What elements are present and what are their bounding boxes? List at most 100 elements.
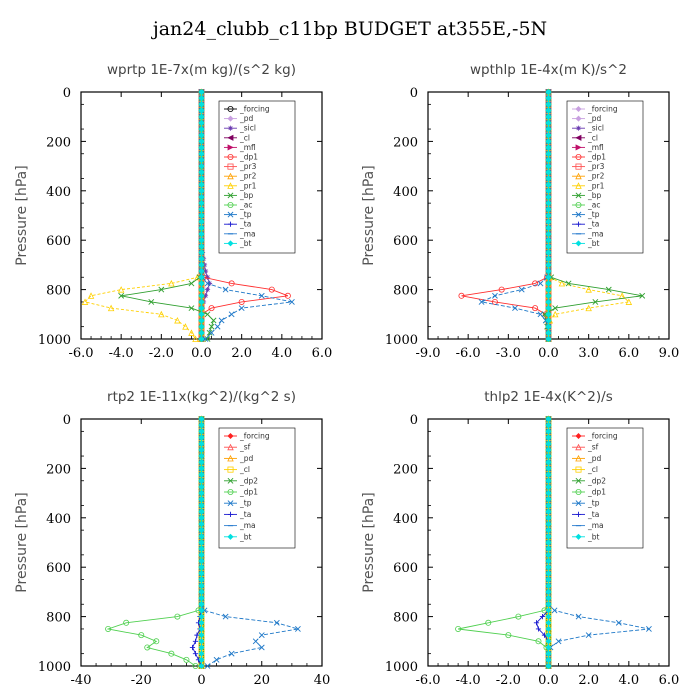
x-tick-label: -40 xyxy=(71,673,92,688)
data-point xyxy=(198,298,205,305)
data-point xyxy=(198,88,205,96)
y-axis-label: Pressure [hPa] xyxy=(14,165,30,265)
data-point xyxy=(198,156,205,163)
y-tick-label: 600 xyxy=(393,234,418,249)
data-point xyxy=(198,261,205,268)
legend-marker xyxy=(575,211,582,218)
data-point xyxy=(238,298,245,305)
y-tick-label: 600 xyxy=(46,234,71,249)
data-point xyxy=(545,539,552,546)
data-point xyxy=(208,305,215,312)
legend-label: _dp2 xyxy=(239,476,258,485)
data-point xyxy=(645,626,652,632)
data-point xyxy=(198,527,205,534)
data-point xyxy=(455,625,462,632)
data-point xyxy=(192,638,199,644)
data-point xyxy=(545,459,552,466)
data-point xyxy=(545,477,552,484)
data-point xyxy=(198,200,205,207)
data-point xyxy=(198,601,205,608)
legend-label: _forcing xyxy=(587,432,618,441)
data-point xyxy=(198,595,205,602)
data-point xyxy=(545,576,552,583)
legend-box xyxy=(218,100,296,254)
legend-label: _tp xyxy=(239,210,252,219)
x-tick-label: -4.0 xyxy=(456,673,481,688)
data-point xyxy=(198,471,205,478)
data-point xyxy=(202,336,209,342)
legend-label: _dp1 xyxy=(239,153,258,162)
legend-label: _dp1 xyxy=(587,153,606,162)
data-point xyxy=(198,187,205,194)
data-point xyxy=(204,336,211,342)
legend-label: _pd xyxy=(239,454,254,463)
data-point xyxy=(198,126,205,133)
data-point xyxy=(545,564,552,571)
data-point xyxy=(198,428,205,435)
data-point xyxy=(204,274,211,280)
y-tick-label: 200 xyxy=(46,462,71,477)
data-point xyxy=(198,119,205,126)
legend-label: _tp xyxy=(239,499,252,508)
data-point xyxy=(158,286,165,293)
data-point xyxy=(153,638,160,645)
data-point xyxy=(144,644,151,651)
y-tick-label: 200 xyxy=(393,135,418,150)
y-tick-label: 400 xyxy=(46,185,71,200)
x-tick-label: 2.0 xyxy=(578,673,599,688)
data-point xyxy=(198,607,205,614)
data-point xyxy=(198,212,205,219)
x-tick-label: 3.0 xyxy=(578,346,599,361)
x-tick-label: 4.0 xyxy=(618,673,639,688)
data-point xyxy=(198,274,205,281)
data-point xyxy=(545,490,552,497)
data-point xyxy=(198,224,205,231)
data-point xyxy=(198,613,205,620)
legend-label: _bt xyxy=(587,239,600,248)
data-point xyxy=(198,656,205,663)
data-point xyxy=(545,305,552,312)
legend-label: _ta xyxy=(587,510,599,519)
data-point xyxy=(198,490,205,497)
legend-marker xyxy=(575,533,582,540)
legend-marker xyxy=(227,192,234,199)
data-point xyxy=(545,619,552,626)
data-point xyxy=(252,638,259,645)
y-tick-label: 0 xyxy=(63,86,71,101)
x-tick-label: 4.0 xyxy=(271,346,292,361)
data-point xyxy=(545,558,552,565)
data-point xyxy=(174,613,181,620)
legend-label: _bp xyxy=(239,191,254,200)
data-point xyxy=(545,181,552,188)
data-point xyxy=(288,299,295,305)
data-point xyxy=(258,644,265,651)
data-point xyxy=(198,415,205,423)
data-point xyxy=(174,316,181,324)
data-point xyxy=(537,311,544,318)
data-point xyxy=(545,329,552,336)
y-tick-label: 0 xyxy=(410,413,418,428)
y-tick-label: 1000 xyxy=(38,660,71,675)
data-point xyxy=(198,558,205,565)
data-point xyxy=(545,292,552,299)
legend-marker xyxy=(227,533,234,540)
data-point xyxy=(198,539,205,546)
data-point xyxy=(585,286,592,293)
data-point xyxy=(545,428,552,435)
data-point xyxy=(198,101,205,108)
data-point xyxy=(182,323,189,330)
data-point xyxy=(545,249,552,256)
legend-marker xyxy=(227,106,234,113)
legend-label: _sicl xyxy=(587,124,604,133)
data-point xyxy=(545,95,552,102)
data-point xyxy=(198,280,205,287)
data-point xyxy=(552,305,559,312)
legend-marker xyxy=(227,125,234,131)
data-point xyxy=(545,212,552,219)
data-point xyxy=(228,650,235,657)
data-point xyxy=(545,415,552,423)
data-point xyxy=(198,95,205,102)
data-point xyxy=(202,268,209,274)
data-point xyxy=(123,619,130,626)
